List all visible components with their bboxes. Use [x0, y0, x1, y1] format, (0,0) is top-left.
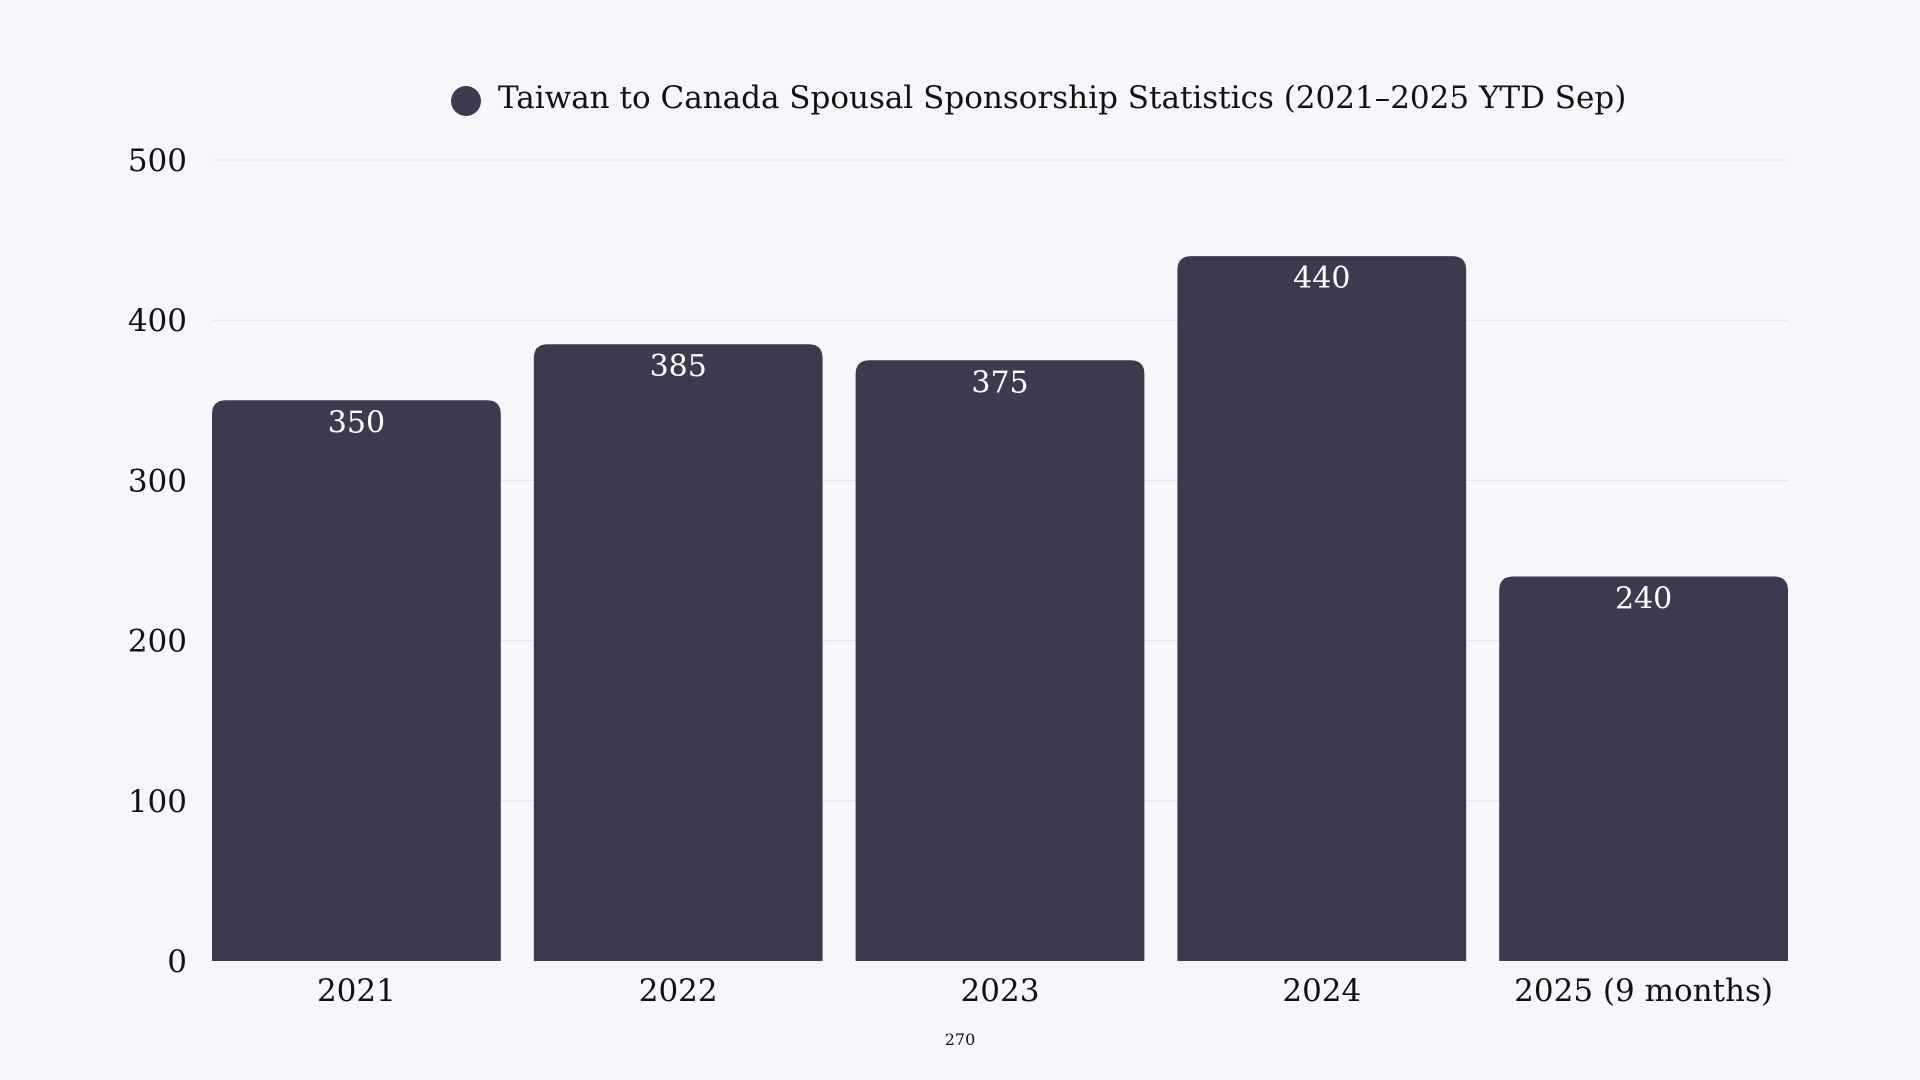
bar-2025 — [1499, 576, 1788, 961]
data-label: 375 — [971, 365, 1028, 400]
x-tick-label: 2022 — [639, 973, 718, 1009]
x-tick-label: 2025 (9 months) — [1514, 973, 1773, 1009]
x-tick-label: 2024 — [1282, 973, 1361, 1009]
y-tick-label: 100 — [128, 784, 187, 820]
x-axis-ticks: 2021 2022 2023 2024 2025 (9 months) — [317, 973, 1773, 1009]
x-tick-label: 2021 — [317, 973, 396, 1009]
y-tick-label: 400 — [128, 303, 187, 339]
y-axis-ticks: 0 100 200 300 400 500 — [128, 143, 187, 980]
data-label: 350 — [328, 405, 385, 440]
legend-dot-icon — [451, 86, 481, 116]
data-label: 240 — [1615, 582, 1672, 617]
x-tick-label: 2023 — [961, 973, 1040, 1009]
y-tick-label: 0 — [167, 944, 187, 980]
bars: 350 385 375 440 240 — [212, 256, 1788, 962]
y-tick-label: 300 — [128, 463, 187, 499]
footnote: 270 — [945, 1030, 976, 1049]
legend-label: Taiwan to Canada Spousal Sponsorship Sta… — [498, 80, 1626, 116]
data-label: 385 — [650, 349, 707, 384]
bar-2022 — [533, 344, 823, 962]
y-tick-label: 500 — [128, 143, 187, 179]
bar-2024 — [1177, 256, 1467, 961]
legend: Taiwan to Canada Spousal Sponsorship Sta… — [451, 80, 1626, 116]
data-label: 440 — [1293, 261, 1350, 296]
bar-2023 — [855, 360, 1145, 961]
bar-2021 — [212, 400, 501, 961]
y-tick-label: 200 — [128, 624, 187, 660]
